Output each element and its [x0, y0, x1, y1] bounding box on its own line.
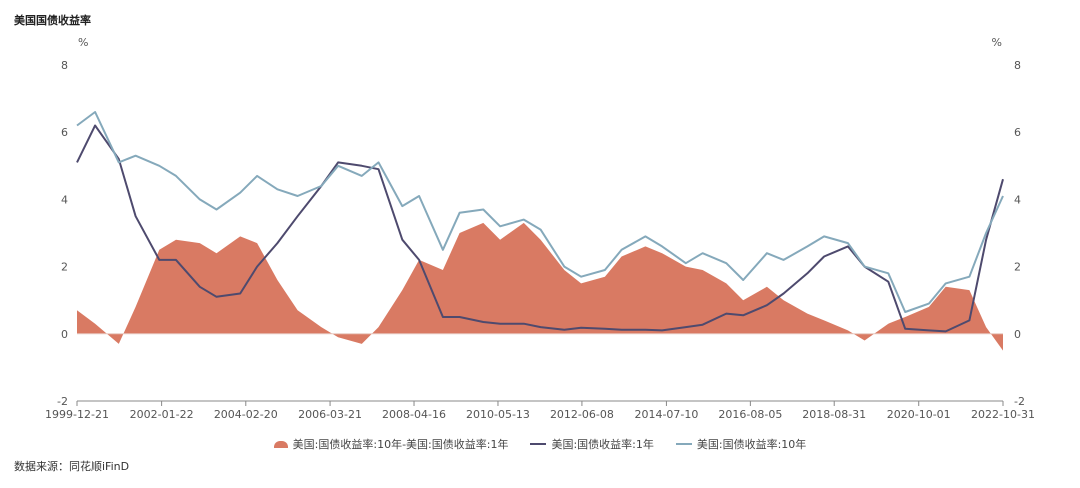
y-tick-label-right: 0 [1014, 328, 1021, 341]
legend-swatch-10y [675, 443, 692, 445]
x-tick-label: 2016-08-05 [718, 408, 782, 421]
left-unit-label: % [78, 36, 88, 49]
legend-label-1y: 美国:国债收益率:1年 [551, 438, 654, 451]
right-unit-label: % [992, 36, 1002, 49]
x-tick-label: 1999-12-21 [45, 408, 109, 421]
yield-chart: % % -2 -2 0 0 2 2 4 4 6 6 8 8 1999-12-21 2002-01-22 20… [45, 36, 1035, 421]
legend-swatch-1y [530, 443, 547, 445]
legend-label-10y: 美国:国债收益率:10年 [696, 438, 807, 451]
x-tick-label: 2006-03-21 [298, 408, 362, 421]
x-tick-label: 2020-10-01 [887, 408, 951, 421]
y-tick-label-right: -2 [1014, 395, 1025, 408]
y-tick-label-left: 4 [61, 193, 68, 206]
x-tick-label: 2010-05-13 [466, 408, 530, 421]
y-tick-label-right: 6 [1014, 126, 1021, 139]
yield-10y-line [76, 111, 1004, 313]
y-tick-label-right: 4 [1014, 193, 1021, 206]
legend-label-spread: 美国:国债收益率:10年-美国:国债收益率:1年 [292, 438, 509, 451]
y-tick-label-left: 8 [61, 59, 68, 72]
x-tick-label: 2002-01-22 [130, 408, 194, 421]
legend-item-10y[interactable]: 美国:国债收益率:10年 [675, 436, 807, 452]
x-tick-label: 2004-02-20 [214, 408, 278, 421]
legend-item-1y[interactable]: 美国:国债收益率:1年 [530, 436, 654, 452]
data-source: 数据来源：同花顺iFinD [14, 460, 130, 473]
yield-1y-line [76, 124, 1004, 333]
chart-title: 美国国债收益率 [14, 14, 91, 27]
x-tick-label: 2018-08-31 [802, 408, 866, 421]
x-tick-label: 2012-06-08 [550, 408, 614, 421]
y-tick-label-left: 6 [61, 126, 68, 139]
y-tick-label-left: 2 [61, 261, 68, 274]
x-tick-label: 2022-10-31 [971, 408, 1035, 421]
x-tick-label: 2014-07-10 [634, 408, 698, 421]
y-tick-label-left: -2 [57, 395, 68, 408]
spread-area [77, 222, 1003, 351]
x-tick-label: 2008-04-16 [382, 408, 446, 421]
legend-item-spread[interactable]: 美国:国债收益率:10年-美国:国债收益率:1年 [273, 436, 509, 452]
y-tick-label-right: 8 [1014, 59, 1021, 72]
legend-swatch-spread [273, 440, 288, 448]
y-tick-label-right: 2 [1014, 261, 1021, 274]
chart-legend: 美国:国债收益率:10年-美国:国债收益率:1年 美国:国债收益率:1年 美国:… [0, 436, 1080, 452]
y-tick-label-left: 0 [61, 328, 68, 341]
